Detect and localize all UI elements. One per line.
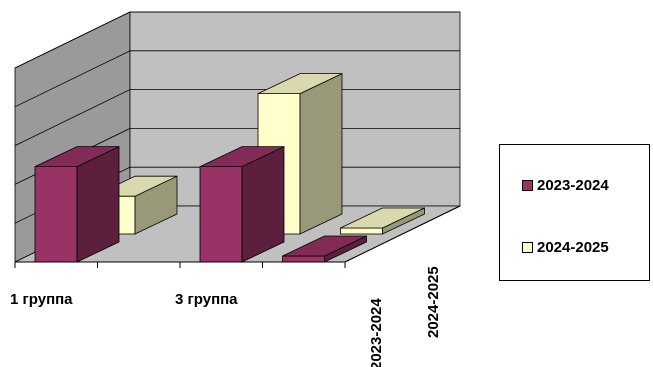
- legend-item-series-1: 2023-2024: [522, 177, 609, 194]
- legend-swatch-series-1: [522, 180, 533, 191]
- bar-s1-c3: [199, 145, 285, 263]
- bar-s2-c4-front: [340, 227, 383, 235]
- bar-s1-c3-top: [199, 146, 285, 168]
- gridline: [14, 89, 460, 146]
- x-tick-label: 1 группа: [10, 291, 73, 308]
- legend-label-series-2: 2024-2025: [537, 239, 609, 256]
- bar-s1-c1-front: [34, 166, 78, 263]
- bars-front-series: [34, 145, 367, 263]
- bar-s1-c4: [282, 235, 367, 263]
- x-axis: [14, 205, 461, 268]
- legend-label-series-1: 2023-2024: [537, 177, 609, 194]
- bar-s1-c1-top: [34, 146, 120, 168]
- bar-s2-c3-side: [299, 72, 343, 235]
- bar-s1-c3-front: [199, 166, 243, 263]
- bar-s1-c4-front: [282, 255, 325, 263]
- depth-axis-line: [344, 205, 461, 263]
- gridline: [14, 11, 460, 69]
- bar-s2-c4: [340, 207, 425, 235]
- bar-s1-c4-top: [282, 235, 367, 257]
- x-tick-labels: 1 группа 3 группа: [10, 291, 238, 308]
- legend: 2023-2024 2024-2025: [499, 144, 650, 281]
- gridline: [14, 50, 460, 108]
- bar-s1-c1: [34, 145, 120, 263]
- depth-label: 2024-2025: [425, 266, 442, 338]
- legend-swatch-series-2: [522, 242, 533, 253]
- x-tick-label: 3 группа: [175, 291, 238, 308]
- depth-axis-labels: 2023-2024 2024-2025: [368, 266, 442, 367]
- legend-item-series-2: 2024-2025: [522, 239, 609, 256]
- depth-label: 2023-2024: [368, 298, 385, 367]
- bar-s2-c4-top: [340, 207, 425, 229]
- bar-s2-c3-top: [257, 73, 343, 94]
